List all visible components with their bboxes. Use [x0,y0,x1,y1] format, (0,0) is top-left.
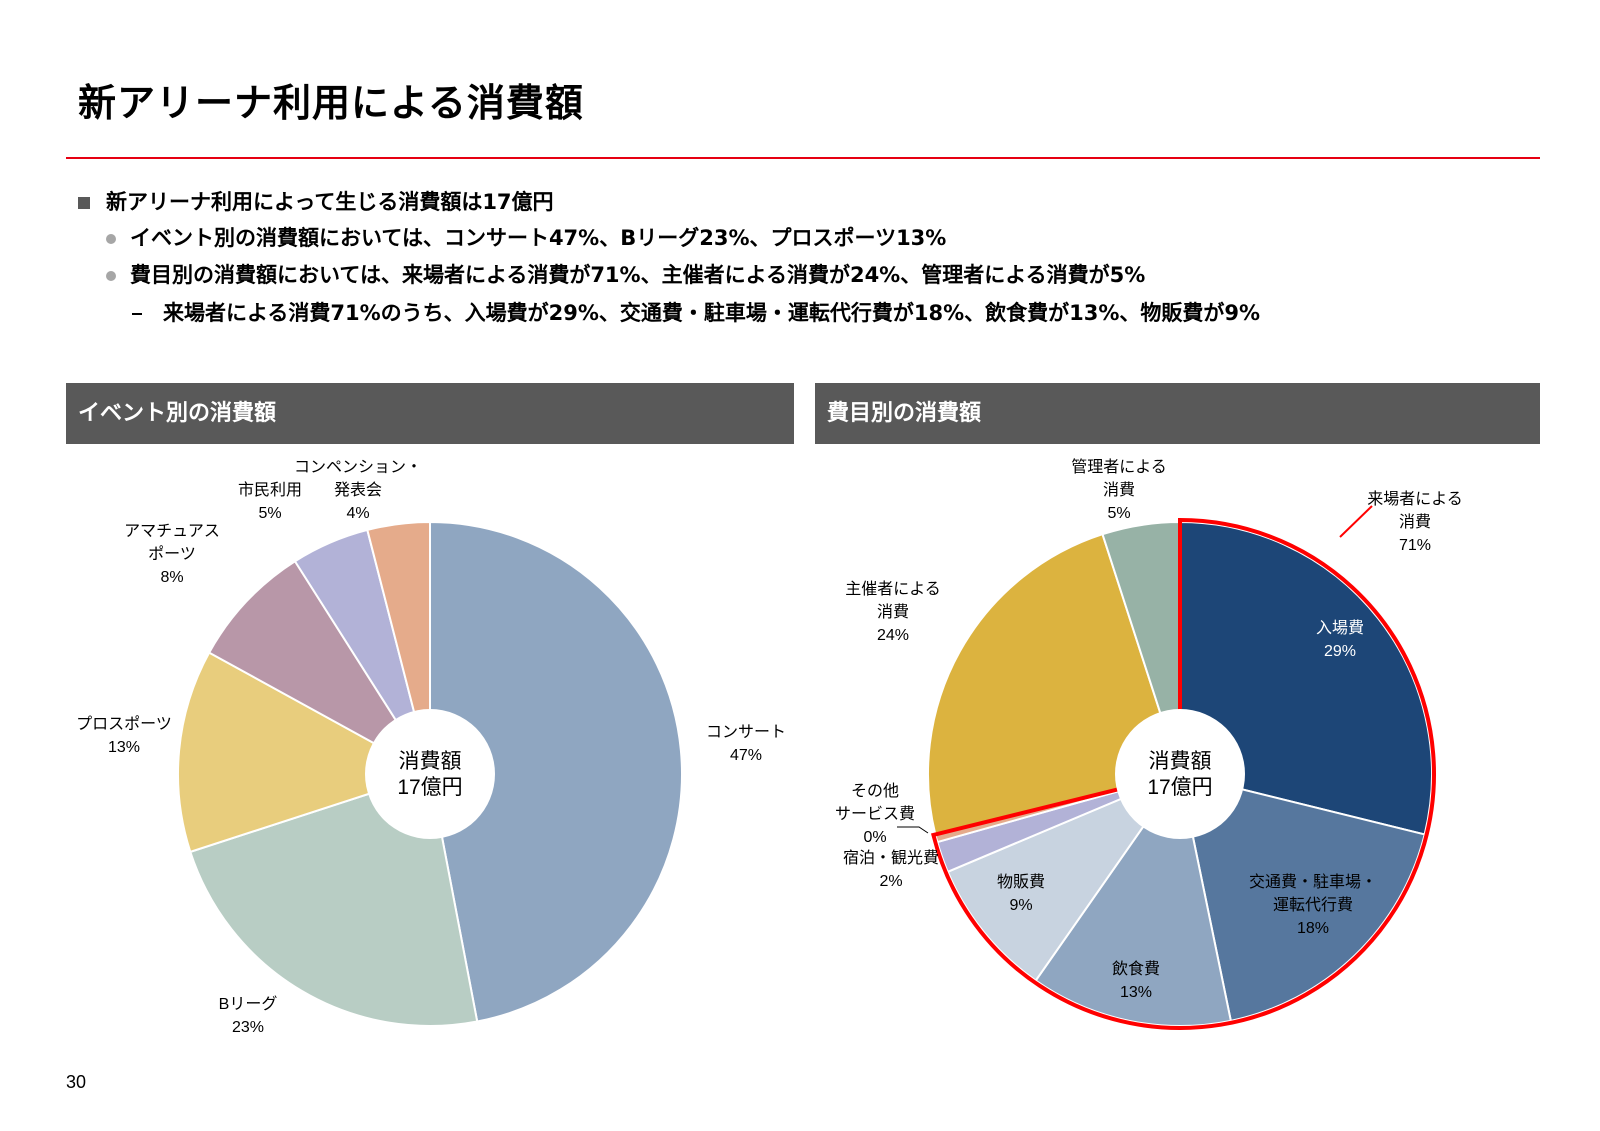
event-slice-1 [189,772,479,1027]
value-prosports: 13% [108,739,140,756]
expense-slice-0 [1179,520,1433,836]
other-leader-line [897,826,929,834]
visitor-callout-line [1339,505,1373,538]
event-pie-chart: 消費額 17億円 コンサート 47% Bリーグ 23% プロスポーツ 13% ア… [76,459,786,1036]
bullet-text: 新アリーナ利用によって生じる消費額は17億円 [106,190,554,214]
expense-slice-3 [946,771,1183,983]
label-amateur-line2: ポーツ [148,545,196,563]
label-manager-line2: 消費 [1103,481,1135,499]
center-hole [365,709,495,839]
label-bleague: Bリーグ [219,995,278,1013]
value-manager: 5% [1107,505,1130,522]
value-food: 13% [1120,984,1152,1001]
center-label-line1: 消費額 [1149,750,1212,773]
value-other: 0% [863,829,886,846]
bullet-text: イベント別の消費額においては、コンサート47%、Bリーグ23%、プロスポーツ13… [130,226,947,250]
bullet-text: 来場者による消費71%のうち、入場費が29%、交通費・駐車場・運転代行費が18%… [163,301,1261,325]
label-organizer-line1: 主催者による [845,580,941,598]
value-concert: 47% [730,747,762,764]
page-title: 新アリーナ利用による消費額 [78,81,584,125]
label-convention-line2: 発表会 [334,481,382,499]
label-convention-line1: コンペンション・ [294,459,422,476]
label-concert: コンサート [706,724,786,741]
dash-bullet-icon [132,313,142,315]
value-lodging: 2% [879,873,902,890]
label-food: 飲食費 [1112,960,1160,978]
right-panel-header: 費目別の消費額 [815,383,1540,444]
center-label-line2: 17億円 [397,776,462,799]
event-slice-3 [207,559,431,775]
bullet-item: イベント別の消費額においては、コンサート47%、Bリーグ23%、プロスポーツ13… [106,224,946,252]
value-visitor: 71% [1399,537,1431,554]
visitor-spending-highlight [930,517,1436,1030]
expense-pie-chart: 消費額 17億円 入場費 29% 交通費・駐車場・ 運転代行費 18% 飲食費 … [835,458,1463,1030]
bullet-item: 来場者による消費71%のうち、入場費が29%、交通費・駐車場・運転代行費が18%… [132,299,1260,327]
event-slice-2 [177,651,433,854]
page-number: 30 [66,1072,87,1092]
square-bullet-icon [78,197,90,209]
value-admission: 29% [1324,643,1356,660]
title-divider [66,157,1540,159]
label-manager-line1: 管理者による [1071,458,1167,476]
label-admission: 入場費 [1316,619,1364,637]
label-visitor-line2: 消費 [1399,513,1431,531]
label-transport-line1: 交通費・駐車場・ [1249,873,1377,891]
value-transport: 18% [1297,920,1329,937]
value-convention: 4% [346,505,369,522]
label-prosports: プロスポーツ [76,715,172,733]
label-other-line1: その他 [851,782,899,800]
dot-bullet-icon [106,271,116,281]
bullet-item: 新アリーナ利用によって生じる消費額は17億円 [78,188,554,216]
label-organizer-line2: 消費 [877,603,909,621]
expense-slice-1 [1178,772,1426,1022]
bullet-item: 費目別の消費額においては、来場者による消費が71%、主催者による消費が24%、管… [106,261,1145,289]
value-amateur: 8% [160,569,183,586]
center-label-line1: 消費額 [399,750,462,773]
label-transport-line2: 運転代行費 [1273,896,1353,914]
label-visitor-line1: 来場者による [1367,490,1463,508]
label-civic: 市民利用 [238,481,302,499]
value-organizer: 24% [877,627,909,644]
center-hole [1115,709,1245,839]
center-label-line2: 17億円 [1147,776,1212,799]
label-merch: 物販費 [997,873,1045,891]
value-merch: 9% [1009,897,1032,914]
value-bleague: 23% [232,1019,264,1036]
event-slice-0 [429,520,683,1023]
dot-bullet-icon [106,234,116,244]
label-amateur-line1: アマチュアス [124,523,220,540]
left-panel-header: イベント別の消費額 [66,383,794,444]
bullet-text: 費目別の消費額においては、来場者による消費が71%、主催者による消費が24%、管… [130,263,1146,287]
label-other-line2: サービス費 [835,805,915,823]
label-lodging: 宿泊・観光費 [843,849,939,867]
value-civic: 5% [258,505,281,522]
